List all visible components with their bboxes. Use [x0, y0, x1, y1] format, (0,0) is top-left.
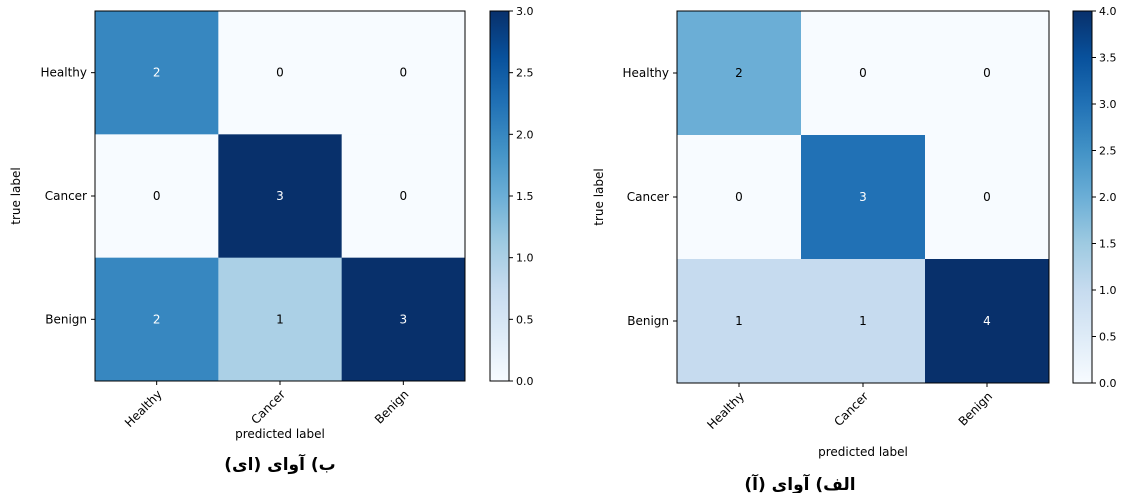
colorbar-tick-label: 2.5 — [1099, 145, 1117, 158]
heatmap-cell — [677, 11, 802, 136]
y-tick-label: Cancer — [45, 189, 87, 203]
x-tick-label: Benign — [372, 387, 411, 426]
heatmap-cell — [218, 257, 343, 382]
colorbar-tick-label: 1.5 — [516, 190, 534, 203]
cell-value-label: 0 — [859, 66, 867, 80]
cell-value-label: 2 — [153, 312, 161, 326]
panel-caption: ب) آوای (ای) — [224, 453, 335, 475]
cell-value-label: 1 — [276, 312, 284, 326]
y-axis-label: true label — [9, 167, 23, 224]
cell-value-label: 0 — [400, 189, 408, 203]
colorbar-tick-label: 0.0 — [1099, 377, 1117, 390]
colorbar-tick-label: 2.0 — [516, 128, 534, 141]
heatmap-cell — [95, 257, 219, 382]
right-confusion-matrix-panel: 2 0 0 0 3 0 1 1 4 Healthy Cancer Benign Healthy Cance… — [592, 5, 1117, 493]
heatmap-cell — [218, 11, 343, 135]
x-tick-label: Benign — [956, 389, 995, 428]
heatmap-cell — [801, 11, 926, 136]
cell-value-label: 0 — [400, 66, 408, 80]
y-tick-label: Cancer — [627, 190, 669, 204]
x-tick-label: Cancer — [831, 389, 871, 429]
heatmap-cell — [341, 257, 466, 382]
heatmap-cell — [677, 135, 802, 260]
cell-value-label: 0 — [276, 66, 284, 80]
x-tick-label: Healthy — [122, 387, 165, 430]
colorbar-tick-label: 1.0 — [1099, 284, 1117, 297]
colorbar-tick-label: 3.0 — [516, 5, 534, 18]
y-tick-label: Healthy — [40, 66, 87, 80]
colorbar-tick-label: 3.0 — [1099, 98, 1117, 111]
cell-value-label: 0 — [983, 66, 991, 80]
colorbar-tick-label: 1.0 — [516, 252, 534, 265]
cell-value-label: 2 — [735, 66, 743, 80]
heatmap-cell — [95, 11, 219, 135]
cell-value-label: 0 — [983, 190, 991, 204]
colorbar-tick-label: 2.5 — [516, 67, 534, 80]
cell-value-label: 3 — [400, 312, 408, 326]
left-confusion-matrix-panel: 2 0 0 0 3 0 2 1 3 Healthy Cancer Benign Healthy Cance… — [9, 5, 534, 475]
heatmap-cell — [801, 259, 926, 384]
y-tick-label: Benign — [45, 312, 87, 326]
colorbar — [489, 10, 510, 382]
colorbar-tick-label: 0.5 — [516, 313, 534, 326]
cell-value-label: 1 — [859, 314, 867, 328]
heatmap-cell — [925, 11, 1050, 136]
panel-caption: الف) آوای (آ) — [744, 473, 855, 493]
cell-value-label: 0 — [735, 190, 743, 204]
heatmap-cell — [925, 259, 1050, 384]
cell-value-label: 0 — [153, 189, 161, 203]
heatmap-cell — [677, 259, 802, 384]
cell-value-label: 4 — [983, 314, 991, 328]
y-tick-label: Healthy — [622, 66, 669, 80]
heatmap-cell — [218, 134, 343, 259]
heatmap-cell — [341, 134, 466, 259]
heatmap-cell — [925, 135, 1050, 260]
heatmap-cell — [341, 11, 466, 135]
x-axis-label: predicted label — [818, 445, 908, 459]
heatmap-cell — [801, 135, 926, 260]
x-tick-label: Healthy — [704, 389, 747, 432]
cell-value-label: 1 — [735, 314, 743, 328]
colorbar-tick-label: 0.0 — [516, 375, 534, 388]
colorbar — [1072, 10, 1093, 384]
y-tick-label: Benign — [627, 314, 669, 328]
x-axis-label: predicted label — [235, 427, 325, 441]
colorbar-tick-label: 0.5 — [1099, 331, 1117, 344]
colorbar-tick-label: 4.0 — [1099, 5, 1117, 18]
x-tick-label: Cancer — [248, 387, 288, 427]
colorbar-tick-label: 2.0 — [1099, 191, 1117, 204]
colorbar-tick-label: 1.5 — [1099, 238, 1117, 251]
cell-value-label: 2 — [153, 66, 161, 80]
y-axis-label: true label — [592, 168, 606, 225]
heatmap-cell — [95, 134, 219, 259]
colorbar-tick-label: 3.5 — [1099, 52, 1117, 65]
cell-value-label: 3 — [859, 190, 867, 204]
cell-value-label: 3 — [276, 189, 284, 203]
